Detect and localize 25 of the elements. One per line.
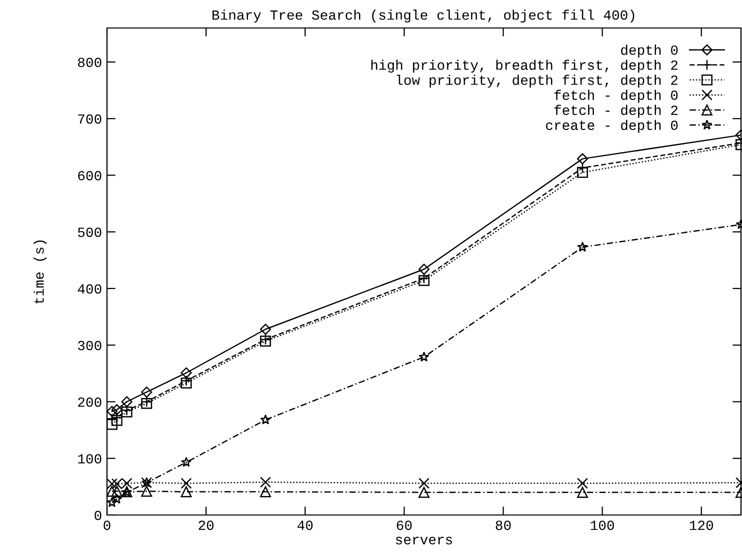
x-axis-title: servers [396,536,452,544]
x-tick-label: 120 [690,520,714,530]
y-tick-label: 0 [94,510,102,520]
legend-label: fetch - depth 0 [554,90,678,103]
x-tick-label: 0 [104,520,110,530]
x-tick-label: 60 [396,520,412,530]
y-tick-label: 300 [78,340,102,350]
y-tick-label: 700 [78,114,102,124]
legend-label: create - depth 0 [546,120,678,133]
y-tick-label: 100 [78,454,102,464]
legend-label: low priority, depth first, depth 2 [396,74,678,88]
y-tick-label: 400 [78,284,102,294]
chart-title: Binary Tree Search (single client, object fill 400) [212,10,634,23]
x-tick-label: 40 [297,520,313,530]
x-tick-label: 20 [198,520,214,530]
y-tick-label: 200 [78,397,102,407]
legend-label: depth 0 [621,44,678,58]
y-tick-label: 600 [78,170,102,180]
x-tick-label: 100 [590,520,614,530]
y-tick-label: 800 [78,58,102,68]
y-tick-label: 500 [78,228,102,238]
legend-label: high priority, breadth first, depth 2 [371,60,678,73]
y-axis-title: time (s) [34,240,47,304]
x-tick-label: 80 [496,520,511,530]
legend-label: fetch - depth 2 [554,104,678,118]
